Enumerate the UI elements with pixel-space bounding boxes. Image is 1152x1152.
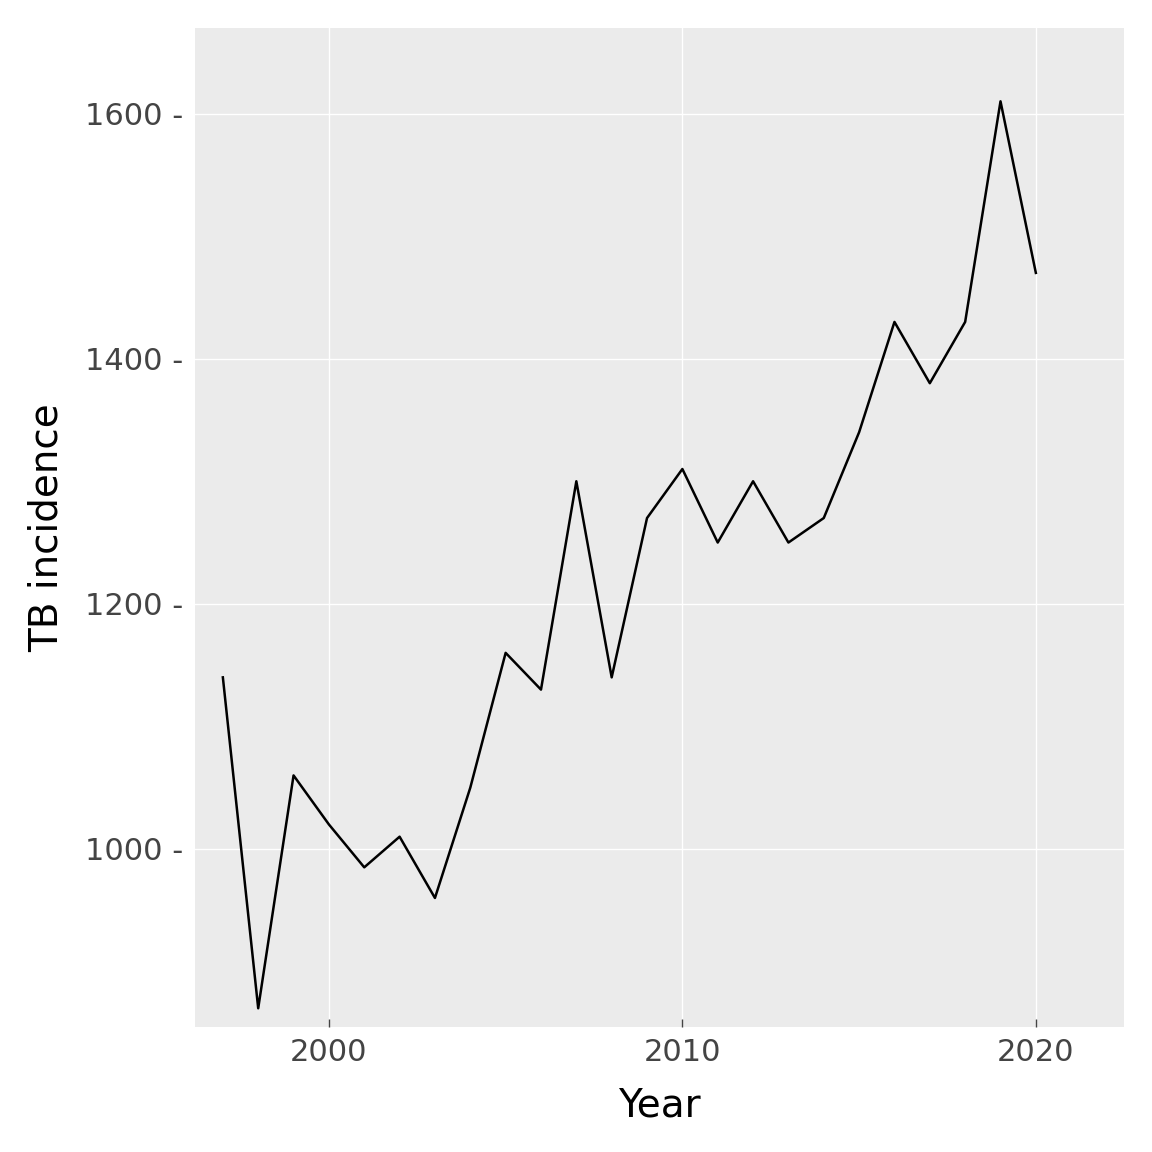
X-axis label: Year: Year [619,1086,700,1124]
Y-axis label: TB incidence: TB incidence [28,403,66,652]
